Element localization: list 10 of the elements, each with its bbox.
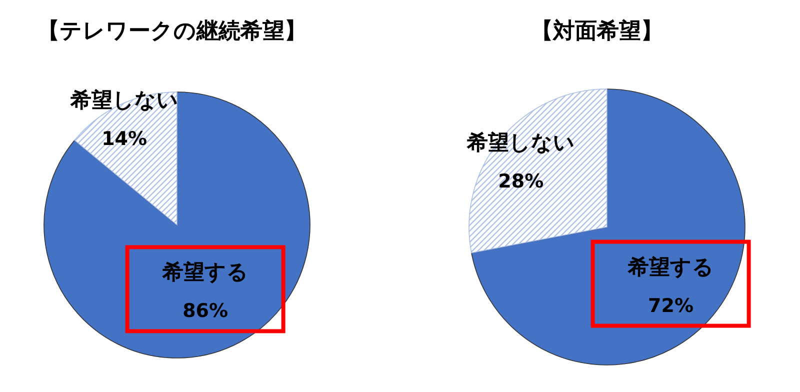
data-label: 86%: [182, 300, 228, 322]
chart-title: 【対面希望】: [531, 18, 663, 44]
chart-title: 【テレワークの継続希望】: [38, 18, 306, 44]
data-label: 28%: [498, 170, 544, 193]
slice-label: 希望する: [626, 254, 714, 279]
data-label: 14%: [102, 128, 148, 150]
data-label: 72%: [648, 294, 694, 317]
slice-label: 希望する: [161, 260, 248, 284]
slice-label: 希望しない: [69, 88, 178, 112]
slice-label: 希望しない: [466, 130, 575, 155]
